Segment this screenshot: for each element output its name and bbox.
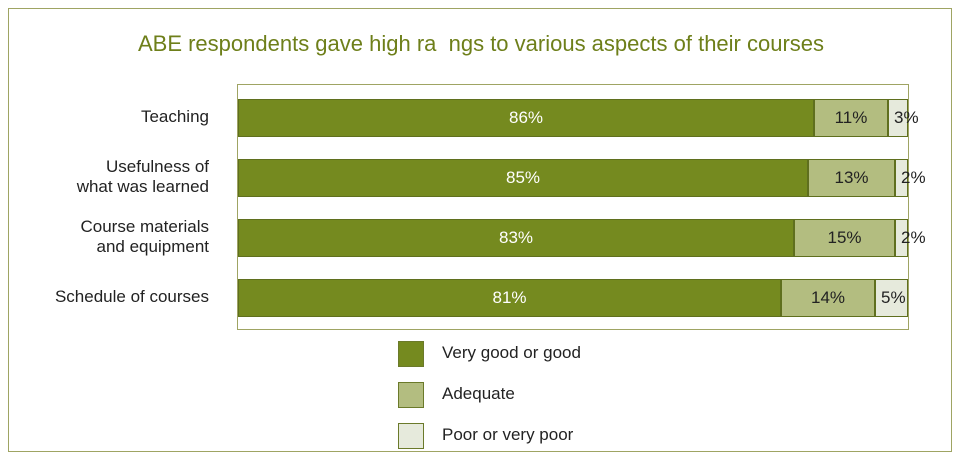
bar-segment bbox=[781, 279, 875, 317]
chart-frame: ABE respondents gave high ra ngs to vari… bbox=[8, 8, 952, 452]
data-label: 85% bbox=[505, 168, 541, 187]
bar-segment bbox=[794, 219, 895, 257]
data-label: 5% bbox=[881, 288, 906, 307]
data-label: 13% bbox=[834, 168, 869, 187]
data-label: 14% bbox=[810, 288, 846, 307]
legend-label: Very good or good bbox=[442, 343, 581, 362]
category-label: Course materials and equipment bbox=[80, 217, 210, 256]
bar-segment bbox=[808, 159, 895, 197]
legend-swatch bbox=[398, 423, 424, 449]
data-label: 86% bbox=[508, 108, 544, 127]
category-label: Schedule of courses bbox=[54, 287, 209, 306]
legend-label: Poor or very poor bbox=[442, 425, 574, 444]
legend-label: Adequate bbox=[442, 384, 515, 403]
bar-segment bbox=[238, 159, 808, 197]
bar-segment bbox=[888, 99, 908, 137]
bar-segment bbox=[875, 279, 908, 317]
chart-title: ABE respondents gave high ra ngs to vari… bbox=[137, 31, 825, 56]
bar-segment bbox=[895, 219, 908, 257]
data-label: 11% bbox=[834, 108, 868, 127]
data-label: 2% bbox=[901, 168, 926, 187]
data-label: 83% bbox=[498, 228, 534, 247]
bar-segment bbox=[814, 99, 888, 137]
data-label: 15% bbox=[827, 228, 862, 247]
data-label: 3% bbox=[894, 108, 919, 127]
plot-area: 86% 11% 3% 85% 13% 2% 83% 15% 2% 81% 14% 5% bbox=[237, 84, 926, 330]
bar-segment bbox=[238, 219, 794, 257]
data-label: 2% bbox=[901, 228, 926, 247]
category-label: Usefulness of what was learned bbox=[76, 157, 209, 196]
data-label: 81% bbox=[492, 288, 527, 307]
bar-segment bbox=[238, 99, 814, 137]
category-label: Teaching bbox=[140, 107, 209, 126]
legend-swatch bbox=[398, 382, 424, 408]
legend-swatch bbox=[398, 341, 424, 367]
bar-segment bbox=[895, 159, 908, 197]
bar-segment bbox=[238, 279, 781, 317]
